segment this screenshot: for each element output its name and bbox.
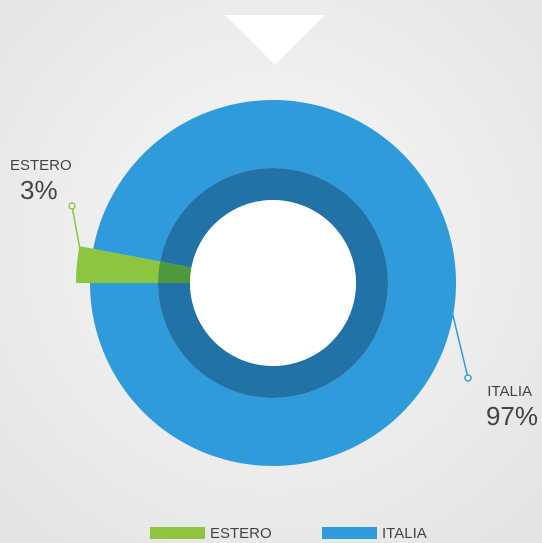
slice-name: ITALIA	[487, 383, 532, 400]
legend-label: ESTERO	[210, 525, 272, 542]
leader-line	[71, 205, 84, 266]
slice-name: ESTERO	[10, 157, 72, 174]
leader-line	[448, 299, 469, 379]
donut-hole	[190, 200, 356, 366]
leader-dot	[464, 374, 472, 382]
legend-label: ITALIA	[382, 525, 427, 542]
slice-value-label: 97%	[486, 401, 538, 431]
donut-segment	[76, 246, 161, 283]
legend-swatch	[322, 527, 377, 539]
donut-segment	[90, 99, 456, 466]
leader-dot	[68, 202, 76, 210]
pointer-triangle	[225, 15, 325, 65]
legend-swatch	[150, 527, 205, 539]
donut-inner-segment	[158, 261, 192, 283]
slice-value-label: 3%	[20, 175, 58, 205]
